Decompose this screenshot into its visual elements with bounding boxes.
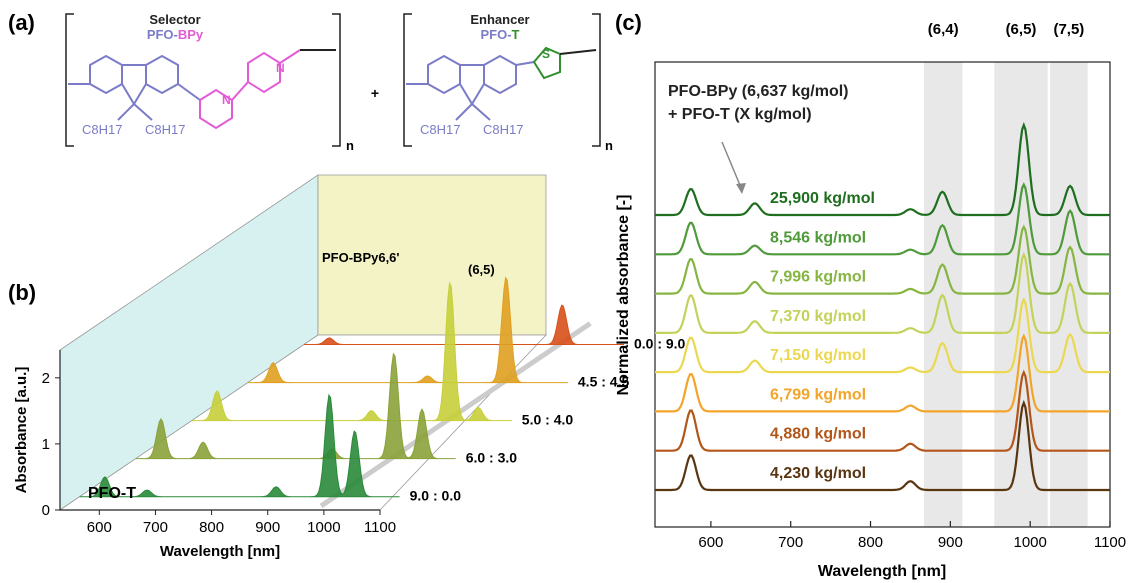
b-traces: 0.0 : 9.0 4.5 : 4.5 5.0 : 4.0 6.0 : 3.0 9.0 … xyxy=(79,276,686,504)
c-series-label-0: 25,900 kg/mol xyxy=(770,190,875,207)
thiophene-unit xyxy=(532,46,597,80)
plus-sign: + xyxy=(371,85,379,101)
b-series-label-3: 4.5 : 4.5 xyxy=(578,374,630,390)
selector-name: PFO-BPy xyxy=(147,27,204,42)
selector-structure: n Selector PFO-BPy C8H17 C8H17 xyxy=(65,12,354,153)
c-series-line-3 xyxy=(655,251,1110,334)
c-series-line-2 xyxy=(655,224,1110,295)
selector-n: n xyxy=(346,138,354,153)
panel-label-b: (b) xyxy=(8,280,36,305)
selector-side-chain-left: C8H17 xyxy=(82,122,122,137)
c-series-labels: 25,900 kg/mol 8,546 kg/mol 7,996 kg/mol 7,3… xyxy=(770,190,875,482)
b-ytick-label-2: 2 xyxy=(42,370,50,387)
b-series-label-1: 6.0 : 3.0 xyxy=(466,450,518,466)
b-ylabel: Absorbance [a.u.] xyxy=(13,367,30,494)
selector-side-chain-right: C8H17 xyxy=(145,122,185,137)
b-series-label-0: 9.0 : 0.0 xyxy=(410,488,462,504)
c-series-label-3: 7,370 kg/mol xyxy=(770,308,866,325)
panel-a-structures: n Selector PFO-BPy C8H17 C8H17 xyxy=(65,12,613,153)
c-traces xyxy=(655,121,1110,492)
fluorene-unit-2 xyxy=(406,54,535,121)
b-back-label: PFO-BPy6,6' xyxy=(322,250,400,265)
c-band-label-2: (7,5) xyxy=(1053,21,1084,38)
c-series-line-0 xyxy=(655,121,1110,217)
right-bracket-2 xyxy=(592,13,601,147)
enhancer-name: PFO-T xyxy=(480,27,519,42)
b-front-label: PFO-T xyxy=(88,485,136,502)
b-series-label-4: 0.0 : 9.0 xyxy=(634,336,686,352)
c-series-line-5 xyxy=(655,333,1110,413)
b-xtick-label-0: 600 xyxy=(87,519,112,536)
c-series-line-7 xyxy=(655,399,1110,492)
b-peak-annotation: (6,5) xyxy=(468,262,495,277)
enhancer-side-chain-right: C8H17 xyxy=(483,122,523,137)
bipyridine-n1: N xyxy=(222,93,231,107)
c-annotation-arrow xyxy=(721,141,743,191)
c-annotation-line2: + PFO-T (X kg/mol) xyxy=(668,106,812,123)
c-series-label-7: 4,230 kg/mol xyxy=(770,465,866,482)
panel-b-waterfall: 0.0 : 9.0 4.5 : 4.5 5.0 : 4.0 6.0 : 3.0 9.0 … xyxy=(13,174,686,560)
b-xtick-label-4: 1000 xyxy=(307,519,340,536)
c-series-label-2: 7,996 kg/mol xyxy=(770,269,866,286)
c-series-line-1 xyxy=(655,182,1110,256)
c-series-label-6: 4,880 kg/mol xyxy=(770,426,866,443)
enhancer-structure: n Enhancer PFO-T C8H17 C8H17 S xyxy=(403,12,613,153)
c-xtick-label-4: 1000 xyxy=(1013,534,1046,551)
c-xtick-label-2: 800 xyxy=(858,534,883,551)
c-band-label-1: (6,5) xyxy=(1006,21,1037,38)
bipyridine-unit xyxy=(199,49,336,130)
b-xtick-label-2: 800 xyxy=(199,519,224,536)
c-xtick-label-1: 700 xyxy=(778,534,803,551)
b-series-area-1 xyxy=(135,352,456,460)
c-xtick-label-0: 600 xyxy=(698,534,723,551)
b-ytick-label-0: 0 xyxy=(42,502,50,519)
right-bracket xyxy=(332,13,341,147)
b-series-area-4 xyxy=(304,304,624,345)
fluorene-unit xyxy=(68,54,201,121)
c-xtick-label-3: 900 xyxy=(938,534,963,551)
c-series-line-4 xyxy=(655,296,1110,374)
enhancer-side-chain-left: C8H17 xyxy=(420,122,460,137)
panel-label-c: (c) xyxy=(615,10,642,35)
left-bracket xyxy=(65,13,74,147)
c-xtick-label-5: 1100 xyxy=(1094,534,1126,551)
b-xtick-label-5: 1100 xyxy=(364,519,396,536)
enhancer-role: Enhancer xyxy=(470,12,529,27)
c-annotation-line1: PFO-BPy (6,637 kg/mol) xyxy=(668,83,849,100)
b-ytick-label-1: 1 xyxy=(42,436,50,453)
b-xlabel: Wavelength [nm] xyxy=(160,543,280,560)
bipyridine-n2: N xyxy=(276,61,285,75)
b-series-area-0 xyxy=(79,393,400,498)
c-series-line-6 xyxy=(655,369,1110,452)
left-bracket-2 xyxy=(403,13,412,147)
thiophene-s: S xyxy=(542,47,550,61)
enhancer-n: n xyxy=(605,138,613,153)
c-band-2 xyxy=(1050,62,1088,527)
c-series-label-4: 7,150 kg/mol xyxy=(770,347,866,364)
panel-label-a: (a) xyxy=(8,10,35,35)
c-annotation-arrowhead xyxy=(736,183,746,194)
selector-role: Selector xyxy=(149,12,200,27)
c-axes: 600 700 800 900 1000 1100 xyxy=(698,521,1126,551)
panel-c-spectra: (6,4) (6,5) (7,5) 25,900 kg/mol 8,546 kg/mo… xyxy=(615,21,1126,580)
b-xtick-label-1: 700 xyxy=(143,519,168,536)
b-axes: 600 700 800 900 1000 1100 0 1 2 Absorbance [a.u.]… xyxy=(13,350,396,560)
b-series-area-2 xyxy=(191,281,512,422)
c-ylabel: Normalized absorbance [-] xyxy=(615,195,632,396)
b-series-label-2: 5.0 : 4.0 xyxy=(522,412,574,428)
b-xtick-label-3: 900 xyxy=(255,519,280,536)
c-xlabel: Wavelength [nm] xyxy=(818,563,946,580)
c-series-label-5: 6,799 kg/mol xyxy=(770,386,866,403)
b-series-area-3 xyxy=(247,276,568,384)
c-series-label-1: 8,546 kg/mol xyxy=(770,229,866,246)
c-band-label-0: (6,4) xyxy=(928,21,959,38)
